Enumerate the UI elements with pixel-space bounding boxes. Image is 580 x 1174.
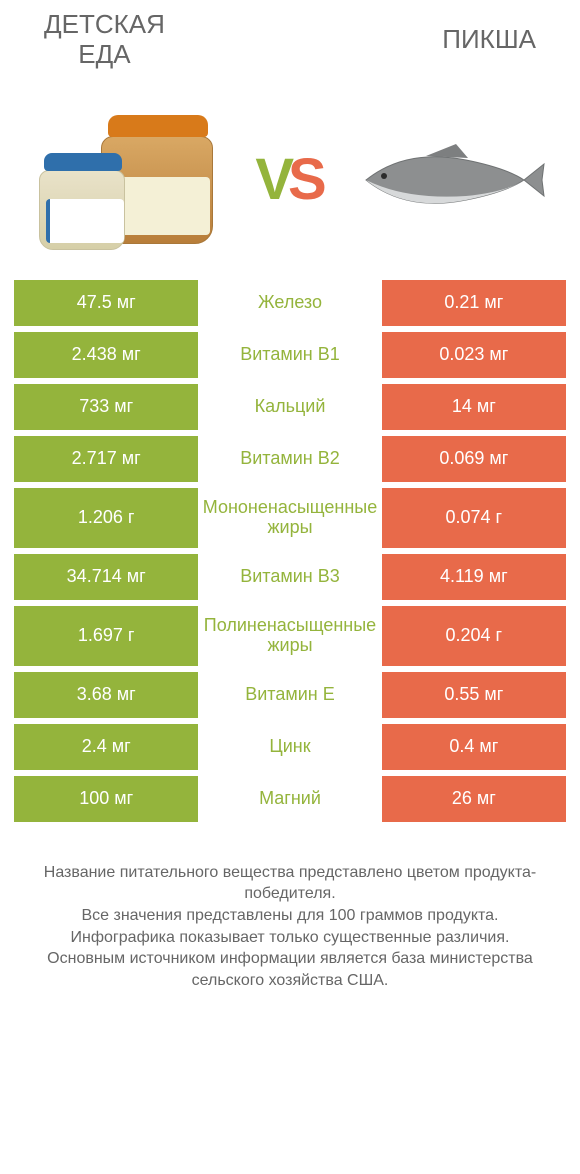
- table-row: 2.4 мгЦинк0.4 мг: [14, 724, 566, 776]
- nutrient-label: Витамин B1: [198, 332, 381, 378]
- image-right: [356, 135, 546, 225]
- nutrient-label: Витамин B2: [198, 436, 381, 482]
- value-right: 0.069 мг: [382, 436, 566, 482]
- value-left: 47.5 мг: [14, 280, 198, 326]
- vs-label: VS: [255, 146, 324, 213]
- titles-row: ДЕТСКАЯ ЕДА ПИКША: [14, 10, 566, 80]
- value-right: 14 мг: [382, 384, 566, 430]
- nutrient-label: Витамин E: [198, 672, 381, 718]
- images-row: VS: [14, 80, 566, 280]
- value-right: 0.074 г: [382, 488, 566, 548]
- nutrient-label: Мононенасыщенные жиры: [198, 488, 381, 548]
- value-left: 733 мг: [14, 384, 198, 430]
- nutrient-label: Кальций: [198, 384, 381, 430]
- value-left: 1.206 г: [14, 488, 198, 548]
- value-left: 34.714 мг: [14, 554, 198, 600]
- table-row: 3.68 мгВитамин E0.55 мг: [14, 672, 566, 724]
- haddock-fish-icon: [356, 140, 546, 220]
- vs-s: S: [288, 146, 325, 213]
- value-left: 2.717 мг: [14, 436, 198, 482]
- nutrient-label: Цинк: [198, 724, 381, 770]
- value-right: 0.55 мг: [382, 672, 566, 718]
- value-right: 0.21 мг: [382, 280, 566, 326]
- value-left: 2.438 мг: [14, 332, 198, 378]
- footnote-line-4: Основным источником информации является …: [32, 948, 548, 991]
- table-row: 34.714 мгВитамин B34.119 мг: [14, 554, 566, 606]
- image-left: [34, 110, 224, 250]
- nutrient-label: Магний: [198, 776, 381, 822]
- value-right: 0.4 мг: [382, 724, 566, 770]
- value-left: 3.68 мг: [14, 672, 198, 718]
- value-right: 4.119 мг: [382, 554, 566, 600]
- nutrient-label: Витамин B3: [198, 554, 381, 600]
- footnote-line-3: Инфографика показывает только существенн…: [32, 927, 548, 949]
- title-left: ДЕТСКАЯ ЕДА: [44, 10, 165, 70]
- nutrient-label: Железо: [198, 280, 381, 326]
- comparison-table: 47.5 мгЖелезо0.21 мг2.438 мгВитамин B10.…: [14, 280, 566, 828]
- table-row: 2.717 мгВитамин B20.069 мг: [14, 436, 566, 488]
- footnote-line-1: Название питательного вещества представл…: [32, 862, 548, 905]
- table-row: 1.697 гПолиненасыщенные жиры0.204 г: [14, 606, 566, 672]
- value-right: 26 мг: [382, 776, 566, 822]
- value-left: 1.697 г: [14, 606, 198, 666]
- table-row: 733 мгКальций14 мг: [14, 384, 566, 436]
- title-left-line2: ЕДА: [78, 39, 130, 69]
- table-row: 2.438 мгВитамин B10.023 мг: [14, 332, 566, 384]
- table-row: 47.5 мгЖелезо0.21 мг: [14, 280, 566, 332]
- value-left: 2.4 мг: [14, 724, 198, 770]
- table-row: 1.206 гМононенасыщенные жиры0.074 г: [14, 488, 566, 554]
- title-right: ПИКША: [442, 25, 536, 55]
- nutrient-label: Полиненасыщенные жиры: [198, 606, 381, 666]
- value-left: 100 мг: [14, 776, 198, 822]
- value-right: 0.023 мг: [382, 332, 566, 378]
- vs-v: V: [255, 146, 292, 213]
- baby-food-jars-icon: [39, 120, 219, 250]
- infographic-page: ДЕТСКАЯ ЕДА ПИКША VS 47.5 мгЖелезо0.21 м…: [0, 0, 580, 1174]
- footnote-line-2: Все значения представлены для 100 граммо…: [32, 905, 548, 927]
- footnote: Название питательного вещества представл…: [14, 828, 566, 992]
- value-right: 0.204 г: [382, 606, 566, 666]
- table-row: 100 мгМагний26 мг: [14, 776, 566, 828]
- title-left-line1: ДЕТСКАЯ: [44, 9, 165, 39]
